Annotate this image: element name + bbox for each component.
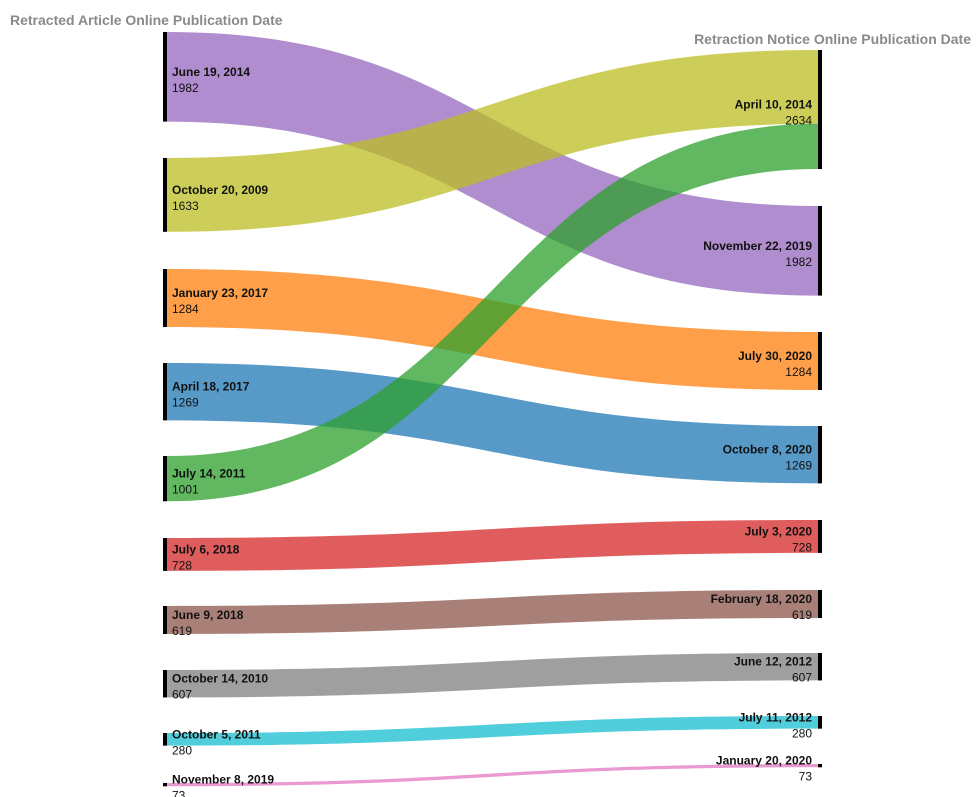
left-node-count-label: 728 (172, 558, 192, 572)
right-node-date-label: February 18, 2020 (711, 592, 813, 606)
left-column-title: Retracted Article Online Publication Dat… (10, 12, 283, 28)
left-node-date-label: October 5, 2011 (172, 727, 261, 741)
left-node-bar[interactable] (163, 456, 167, 502)
right-node-bar[interactable] (818, 590, 822, 618)
link-L10-R9[interactable] (167, 764, 818, 787)
right-node-count-label: 73 (799, 770, 813, 784)
left-node-bar[interactable] (163, 538, 167, 571)
left-node-date-label: April 18, 2017 (172, 380, 250, 394)
left-node-bar[interactable] (163, 670, 167, 698)
left-node-count-label: 280 (172, 743, 192, 757)
right-node-bar[interactable] (818, 716, 822, 729)
link-L2-R1[interactable] (167, 50, 818, 232)
right-node-count-label: 1982 (785, 255, 812, 269)
right-node-count-label: 1269 (785, 459, 812, 473)
left-node-bar[interactable] (163, 733, 167, 746)
right-node-bar[interactable] (818, 332, 822, 391)
link-L9-R8[interactable] (167, 716, 818, 746)
left-node-date-label: October 20, 2009 (172, 183, 268, 197)
right-node-date-label: July 30, 2020 (738, 349, 812, 363)
right-node-bar[interactable] (818, 653, 822, 681)
left-node-bar[interactable] (163, 606, 167, 634)
left-node-count-label: 1269 (172, 396, 199, 410)
right-node-count-label: 607 (792, 671, 812, 685)
right-node-bar[interactable] (818, 50, 822, 170)
right-node-count-label: 728 (792, 540, 812, 554)
left-node-date-label: January 23, 2017 (172, 286, 268, 300)
left-node-bar[interactable] (163, 269, 167, 328)
left-node-bar[interactable] (163, 32, 167, 122)
link-L5-R1[interactable] (167, 123, 818, 502)
nodes-layer (163, 32, 822, 787)
right-node-date-label: July 3, 2020 (745, 524, 813, 538)
left-node-count-label: 73 (172, 789, 186, 797)
right-node-date-label: October 8, 2020 (723, 443, 813, 457)
right-node-bar[interactable] (818, 520, 822, 553)
left-node-bar[interactable] (163, 158, 167, 232)
right-node-date-label: June 12, 2012 (734, 655, 812, 669)
labels-layer: June 19, 2014 1982 October 20, 2009 1633 Jan… (172, 65, 812, 797)
left-node-count-label: 619 (172, 624, 192, 638)
left-node-bar[interactable] (163, 363, 167, 421)
left-node-date-label: June 9, 2018 (172, 608, 244, 622)
right-node-count-label: 2634 (785, 114, 812, 128)
left-node-count-label: 607 (172, 688, 192, 702)
left-node-date-label: July 6, 2018 (172, 542, 240, 556)
link-L7-R6[interactable] (167, 590, 818, 634)
left-node-date-label: November 8, 2019 (172, 773, 274, 787)
right-column-title: Retraction Notice Online Publication Dat… (694, 31, 971, 47)
left-node-bar[interactable] (163, 783, 167, 787)
link-L8-R7[interactable] (167, 653, 818, 698)
right-node-date-label: November 22, 2019 (703, 239, 812, 253)
left-node-count-label: 1284 (172, 302, 199, 316)
right-node-date-label: July 11, 2012 (739, 710, 813, 724)
left-node-count-label: 1001 (172, 483, 199, 497)
right-node-count-label: 1284 (785, 365, 812, 379)
right-node-count-label: 280 (792, 726, 812, 740)
link-L6-R5[interactable] (167, 520, 818, 571)
right-node-bar[interactable] (818, 426, 822, 484)
left-node-date-label: July 14, 2011 (172, 467, 246, 481)
right-node-date-label: April 10, 2014 (735, 98, 813, 112)
right-node-bar[interactable] (818, 764, 822, 768)
links-layer (167, 32, 818, 787)
left-node-date-label: June 19, 2014 (172, 65, 250, 79)
left-node-count-label: 1982 (172, 81, 199, 95)
right-node-bar[interactable] (818, 206, 822, 296)
right-node-count-label: 619 (792, 608, 812, 622)
left-node-date-label: October 14, 2010 (172, 672, 268, 686)
left-node-count-label: 1633 (172, 199, 199, 213)
link-L4-R4[interactable] (167, 363, 818, 484)
right-node-date-label: January 20, 2020 (716, 754, 812, 768)
